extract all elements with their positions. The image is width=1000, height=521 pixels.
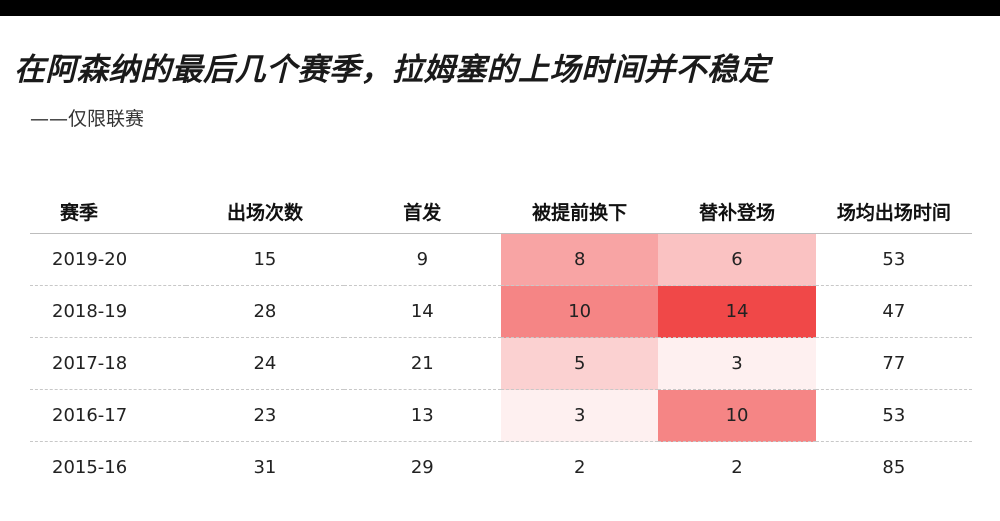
cell-starts: 13 xyxy=(343,389,501,442)
cell-season: 2018-19 xyxy=(30,285,187,338)
table-row: 2018-19 28 14 10 14 47 xyxy=(30,285,972,338)
cell-season: 2015-16 xyxy=(52,457,128,478)
chart-subtitle: ——仅限联赛 xyxy=(30,108,145,130)
column-header-season: 赛季 xyxy=(30,190,187,234)
cell-avg-minutes: 53 xyxy=(815,389,972,442)
cell-avg-minutes: 47 xyxy=(815,285,972,338)
cell-avg-minutes: 77 xyxy=(815,337,972,390)
column-header-avg-minutes: 场均出场时间 xyxy=(815,190,972,234)
cell-appearances: 31 xyxy=(253,457,277,478)
data-table: 赛季 出场次数 首发 被提前换下 替补登场 场均出场时间 2019-20 15 … xyxy=(30,190,972,493)
cell-avg-minutes: 85 xyxy=(882,457,906,478)
cell-appearances: 24 xyxy=(186,337,344,390)
cell-avg-minutes: 53 xyxy=(815,233,972,286)
cell-subbed-on: 14 xyxy=(658,285,816,338)
column-header-subbed-on: 替补登场 xyxy=(658,190,816,234)
cell-appearances: 15 xyxy=(186,233,344,286)
cell-subbed-on: 6 xyxy=(658,233,816,286)
cell-appearances: 28 xyxy=(186,285,344,338)
cell-appearances: 23 xyxy=(186,389,344,442)
cell-subbed-on: 2 xyxy=(658,441,816,493)
cell-season: 2016-17 xyxy=(30,389,187,442)
top-bar xyxy=(0,0,1000,16)
cell-subbed-off: 2 xyxy=(500,441,659,493)
chart-title: 在阿森纳的最后几个赛季，拉姆塞的上场时间并不稳定 xyxy=(14,52,770,88)
table-row: 2019-20 15 9 8 6 53 xyxy=(30,233,972,286)
cell-starts: 9 xyxy=(343,233,501,286)
cell-subbed-on: 10 xyxy=(658,389,816,442)
cell-subbed-off: 8 xyxy=(500,233,659,286)
column-header-appearances: 出场次数 xyxy=(186,190,344,234)
column-header-starts: 首发 xyxy=(343,190,501,234)
cell-season: 2017-18 xyxy=(30,337,187,390)
cell-subbed-off: 10 xyxy=(500,285,659,338)
cell-starts: 14 xyxy=(343,285,501,338)
cell-subbed-off: 5 xyxy=(500,337,659,390)
column-header-subbed-off: 被提前换下 xyxy=(500,190,659,234)
cell-starts: 21 xyxy=(343,337,501,390)
table-row: 2016-17 23 13 3 10 53 xyxy=(30,389,972,442)
table-row: 2015-16 31 29 2 2 85 xyxy=(30,441,972,493)
table-header-row: 赛季 出场次数 首发 被提前换下 替补登场 场均出场时间 xyxy=(30,190,972,234)
cell-subbed-on: 3 xyxy=(658,337,816,390)
cell-starts: 29 xyxy=(410,457,434,478)
cell-season: 2019-20 xyxy=(30,233,187,286)
table-row: 2017-18 24 21 5 3 77 xyxy=(30,337,972,390)
cell-subbed-off: 3 xyxy=(500,389,659,442)
